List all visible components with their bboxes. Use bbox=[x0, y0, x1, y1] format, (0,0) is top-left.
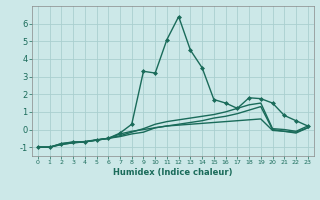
X-axis label: Humidex (Indice chaleur): Humidex (Indice chaleur) bbox=[113, 168, 233, 177]
